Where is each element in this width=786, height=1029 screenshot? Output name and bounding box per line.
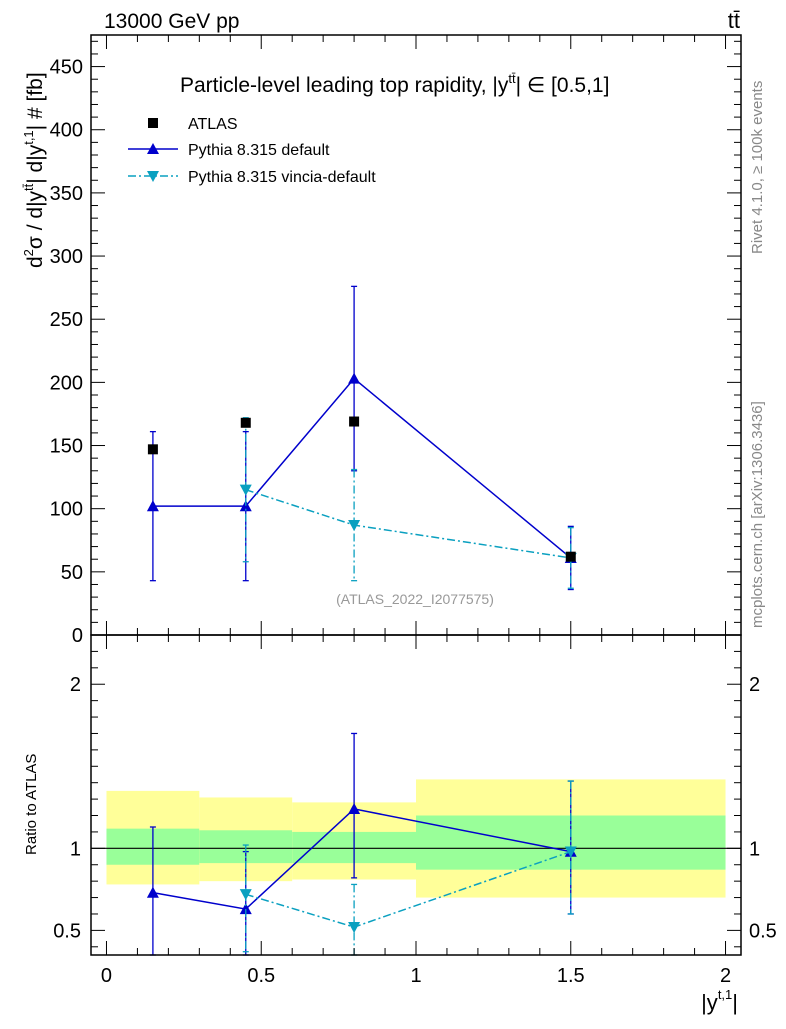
main-series-2-point-2 <box>348 520 361 532</box>
ratio-ticks-layer: 0.5 0.5 1 1 2 2 0 0.5 1 1.5 2 <box>53 635 777 987</box>
ratio-series-0-point-1 <box>239 903 252 915</box>
ratio-series-1-point-2 <box>348 922 361 934</box>
x-axis-label-post: | <box>732 990 738 1015</box>
atlas-point-0 <box>147 444 158 455</box>
main-series-2-line <box>245 489 571 559</box>
legend-pythia-default-marker <box>147 143 159 154</box>
ratio-ytick-label-left-0: 0.5 <box>53 920 81 942</box>
ratio-panel: 0.5 0.5 1 1 2 2 0 0.5 1 1.5 2 Ratio to ATLAS |yt,1… <box>23 634 777 1015</box>
analysis-watermark: (ATLAS_2022_I2077575) <box>336 591 494 607</box>
ratio-series-1-point-1 <box>239 889 252 901</box>
plot-title-pre: Particle-level leading top rapidity, |y <box>180 74 509 97</box>
legend-entry-pythia-vincia: Pythia 8.315 vincia-default <box>128 169 376 186</box>
main-ytick-label-2: 100 <box>50 499 83 521</box>
y-axis-label-d: | # [fb] <box>24 72 47 130</box>
x-axis-label-sup: t,1 <box>718 987 732 1002</box>
main-ytick-label-5: 250 <box>50 309 83 331</box>
ratio-ytick-label-left-2: 2 <box>70 674 81 696</box>
ratio-series-0-point-2 <box>348 802 361 815</box>
ratio-ytick-label-right-0: 0.5 <box>749 920 777 942</box>
legend-entry-pythia-default: Pythia 8.315 default <box>128 142 330 159</box>
plot-title-post: | ∈ [0.5,1] <box>516 74 610 97</box>
y-axis-label-c-sup: t,1 <box>21 130 36 144</box>
main-ytick-label-1: 50 <box>61 562 83 584</box>
plot-title-sup: tt̄ <box>508 71 516 86</box>
y-axis-label-b: σ / d|y <box>24 190 47 249</box>
main-panel: 0 50 100 150 200 250 300 350 400 450 Particle-lev… <box>21 34 742 647</box>
legend-entry-atlas: ATLAS <box>148 116 238 133</box>
main-ytick-label-4: 200 <box>50 372 83 394</box>
ratio-ytick-label-left-1: 1 <box>70 838 81 860</box>
legend-pythia-default-label: Pythia 8.315 default <box>188 142 330 159</box>
legend-atlas-marker <box>148 118 158 128</box>
atlas-point-3 <box>565 551 576 562</box>
y-axis-label-a-sup: 2 <box>21 249 36 256</box>
legend-pythia-vincia-label: Pythia 8.315 vincia-default <box>188 169 376 186</box>
atlas-point-2 <box>349 416 360 427</box>
y-axis-label-b-sup: tt̄ <box>21 183 36 191</box>
main-series-1-point-2 <box>348 372 361 384</box>
main-ytick-label-0: 0 <box>72 625 83 647</box>
ratio-series-0-point-0 <box>146 886 159 898</box>
process-label: tt̄ <box>728 8 740 33</box>
ratio-xtick-label-3: 1.5 <box>557 965 585 987</box>
plot-title: Particle-level leading top rapidity, |yt… <box>180 71 609 97</box>
legend-atlas-label: ATLAS <box>188 116 238 133</box>
main-ytick-label-3: 150 <box>50 436 83 458</box>
ratio-marks-layer <box>91 732 741 956</box>
ratio-ytick-label-right-2: 2 <box>749 674 760 696</box>
main-ytick-label-7: 350 <box>50 183 83 205</box>
main-series-2-point-1 <box>239 484 252 496</box>
mcplots-label: mcplots.cern.ch [arXiv:1306.3436] <box>749 401 766 628</box>
x-axis-label: |yt,1| <box>701 987 738 1015</box>
ratio-xtick-label-2: 1 <box>410 965 421 987</box>
ratio-series-1-point-3 <box>564 846 577 858</box>
ratio-xtick-label-4: 2 <box>720 965 731 987</box>
main-ytick-label-6: 300 <box>50 246 83 268</box>
y-axis-label: d2σ / d|ytt̄| d|yt,1| # [fb] <box>21 72 47 268</box>
main-ticks-layer: 0 50 100 150 200 250 300 350 400 450 <box>50 35 741 647</box>
ratio-ytick-label-right-1: 1 <box>749 838 760 860</box>
main-series-1-line <box>152 377 572 559</box>
rivet-label: Rivet 4.1.0, ≥ 100k events <box>749 81 766 254</box>
x-axis-label-base: |y <box>701 990 718 1015</box>
ratio-xtick-label-0: 0 <box>101 965 112 987</box>
ratio-y-axis-label: Ratio to ATLAS <box>23 754 40 855</box>
legend-pythia-vincia-marker <box>147 171 159 182</box>
main-ytick-label-8: 400 <box>50 120 83 142</box>
main-ytick-label-9: 450 <box>50 57 83 79</box>
legend: ATLAS Pythia 8.315 default Pythia 8.315 … <box>128 116 376 186</box>
main-series-1-point-0 <box>146 500 159 512</box>
ratio-xtick-label-1: 0.5 <box>247 965 275 987</box>
atlas-point-1 <box>240 417 251 428</box>
main-marks-layer <box>146 285 577 591</box>
y-axis-label-c: | d|y <box>24 144 47 183</box>
ratio-series-0-line <box>152 808 571 910</box>
y-axis-label-a: d <box>24 256 47 268</box>
energy-label: 13000 GeV pp <box>104 10 239 33</box>
